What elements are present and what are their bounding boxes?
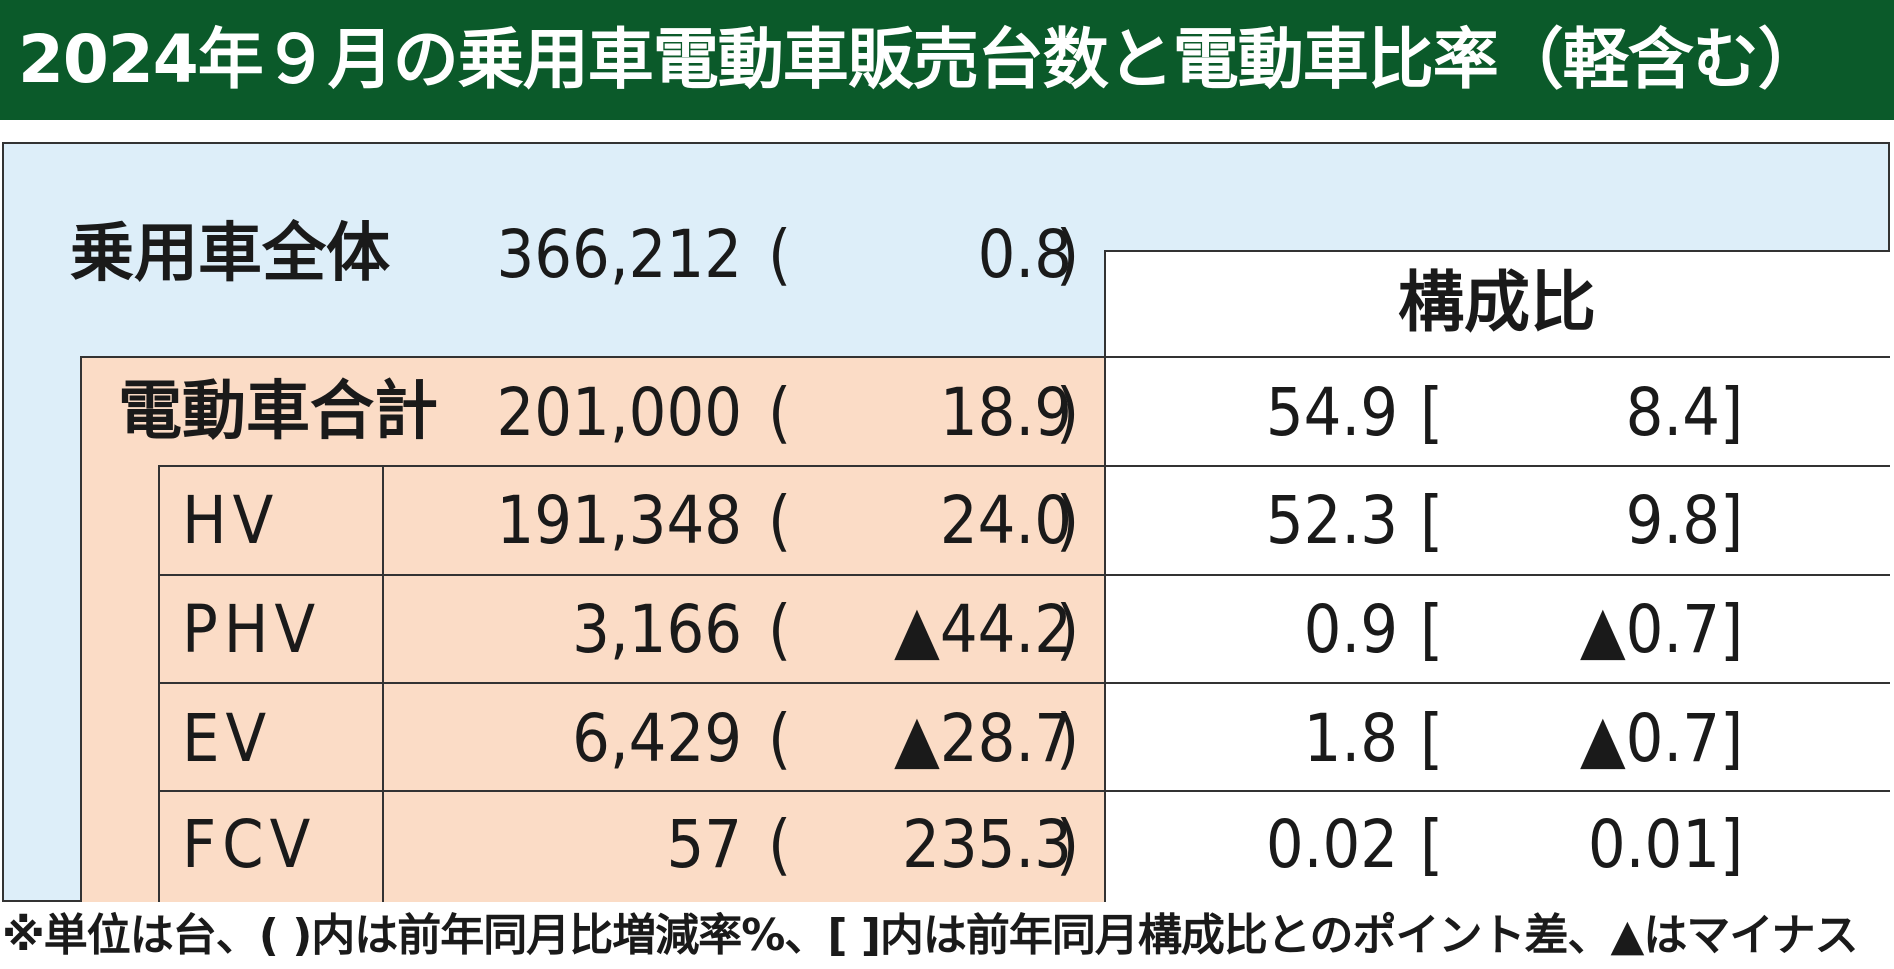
share-diff-value: 8.4 (1625, 374, 1720, 451)
bracket-close: ] (1720, 482, 1744, 559)
yoy-value: ▲44.2 (894, 591, 1072, 668)
divider (158, 465, 1890, 467)
paren-open: ( (768, 216, 792, 293)
row-label: 乗用車全体 (70, 217, 390, 291)
bracket-close: ] (1720, 700, 1744, 777)
units-value: 201,000 (496, 374, 742, 451)
paren-close: ) (1056, 374, 1080, 451)
yoy-value: 18.9 (939, 374, 1072, 451)
bracket-close: ] (1720, 806, 1744, 883)
share-value: 1.8 (1303, 700, 1398, 777)
share-value: 54.9 (1265, 374, 1398, 451)
units-value: 191,348 (496, 482, 742, 559)
row-label: PHV (182, 591, 322, 668)
bracket-close: ] (1720, 374, 1744, 451)
share-diff-value: 0.01 (1587, 806, 1720, 883)
units-value: 57 (666, 806, 742, 883)
row-label: EV (182, 700, 273, 777)
units-value: 366,212 (496, 216, 742, 293)
row-label: FCV (182, 806, 317, 883)
share-column-background (1104, 250, 1890, 902)
yoy-value: 235.3 (902, 806, 1072, 883)
paren-open: ( (768, 482, 792, 559)
divider (1104, 356, 1890, 358)
bracket-open: [ (1420, 482, 1444, 559)
divider (158, 790, 1890, 792)
share-diff-value: ▲0.7 (1579, 591, 1720, 668)
bracket-close: ] (1720, 591, 1744, 668)
footnote: ※単位は台、( )内は前年同月比増減率%、[ ]内は前年同月構成比とのポイント差… (2, 910, 1858, 961)
row-label: HV (182, 482, 280, 559)
page-title: 2024年９月の乗用車電動車販売台数と電動車比率（軽含む） (0, 0, 1894, 120)
divider (158, 465, 160, 902)
bracket-open: [ (1420, 700, 1444, 777)
units-value: 6,429 (572, 700, 742, 777)
share-value: 52.3 (1265, 482, 1398, 559)
divider (158, 682, 1890, 684)
yoy-value: 0.8 (977, 216, 1072, 293)
bracket-open: [ (1420, 591, 1444, 668)
paren-open: ( (768, 591, 792, 668)
share-value: 0.9 (1303, 591, 1398, 668)
share-diff-value: ▲0.7 (1579, 700, 1720, 777)
paren-open: ( (768, 700, 792, 777)
units-value: 3,166 (572, 591, 742, 668)
share-diff-value: 9.8 (1625, 482, 1720, 559)
paren-close: ) (1056, 482, 1080, 559)
paren-close: ) (1056, 806, 1080, 883)
paren-open: ( (768, 374, 792, 451)
paren-close: ) (1056, 591, 1080, 668)
divider (158, 574, 1890, 576)
yoy-value: 24.0 (939, 482, 1072, 559)
divider (382, 465, 384, 902)
bracket-open: [ (1420, 806, 1444, 883)
yoy-value: ▲28.7 (894, 700, 1072, 777)
paren-close: ) (1056, 700, 1080, 777)
ev-group-background (80, 356, 1104, 902)
share-value: 0.02 (1265, 806, 1398, 883)
row-label: 電動車合計 (118, 375, 438, 449)
share-header: 構成比 (1398, 264, 1596, 341)
paren-open: ( (768, 806, 792, 883)
paren-close: ) (1056, 216, 1080, 293)
bracket-open: [ (1420, 374, 1444, 451)
